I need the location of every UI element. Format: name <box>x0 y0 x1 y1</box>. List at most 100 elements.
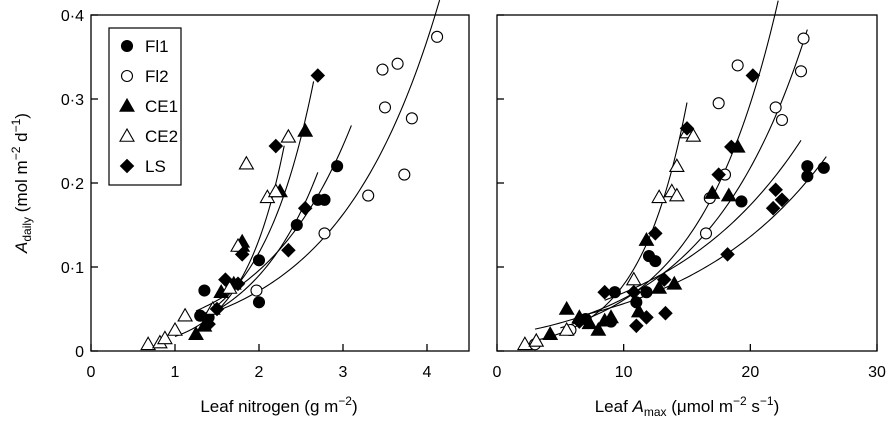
legend-marker-circle-open <box>120 69 134 83</box>
right-point-triangle-open <box>528 332 545 347</box>
right-point-triangle-filled <box>720 187 737 202</box>
right-x-ticks: 0 10 20 30 <box>493 344 886 381</box>
right-x-axis-label: Leaf Amax (μmol m−2 s−1) <box>595 394 780 419</box>
legend-marker-triangle-filled <box>119 97 135 112</box>
right-point-diamond-filled <box>656 272 672 287</box>
left-point-triangle-filled <box>188 326 204 341</box>
left-fit-curve-triangle-filled <box>195 81 315 321</box>
legend: Fl1 Fl2 CE1 CE2 LS <box>108 27 182 186</box>
right-point-diamond-filled <box>765 200 781 216</box>
left-point-triangle-open <box>238 155 255 170</box>
right-point-triangle-open <box>516 336 533 351</box>
left-points <box>140 30 444 351</box>
left-y-tick-label: 0·2 <box>61 176 84 193</box>
left-x-tick-label: 4 <box>423 364 432 381</box>
left-x-tick-label: 0 <box>87 364 96 381</box>
left-fit-curve-circle-filled <box>195 125 352 312</box>
right-point-triangle-filled <box>603 309 619 324</box>
left-y-tick-label: 0 <box>75 344 84 361</box>
legend-label-fl2: Fl2 <box>145 67 169 86</box>
right-point-diamond-filled <box>774 192 790 208</box>
legend-markers <box>119 39 135 174</box>
right-y-ticks <box>497 14 504 352</box>
left-x-tick-label: 1 <box>171 364 180 381</box>
legend-label-fl1: Fl1 <box>145 37 169 56</box>
right-point-circle-filled <box>649 255 662 268</box>
right-x-tick-label: 0 <box>493 364 502 381</box>
left-point-circle-filled <box>331 160 344 173</box>
left-point-circle-filled <box>290 218 303 232</box>
right-point-triangle-filled <box>704 184 721 199</box>
right-point-circle-open <box>775 113 789 127</box>
right-point-triangle-filled <box>651 279 668 294</box>
right-point-diamond-filled <box>626 284 642 300</box>
right-fit-curve-diamond-filled <box>604 140 802 301</box>
left-point-circle-open <box>398 168 411 181</box>
left-x-tick-label: 2 <box>255 364 264 381</box>
left-point-diamond-filled <box>201 316 216 332</box>
right-point-diamond-filled <box>745 68 761 83</box>
right-point-triangle-filled <box>666 275 683 290</box>
right-point-circle-open <box>712 97 725 110</box>
left-point-circle-open <box>405 112 418 125</box>
right-point-diamond-filled <box>648 226 663 241</box>
left-y-tick-label: 0·1 <box>61 260 84 277</box>
left-point-diamond-filled <box>268 138 284 154</box>
right-point-triangle-open <box>651 189 668 204</box>
left-point-circle-open <box>362 189 375 202</box>
right-point-triangle-filled <box>542 326 559 341</box>
right-point-triangle-open <box>558 321 575 336</box>
right-point-diamond-filled <box>720 247 735 262</box>
left-point-circle-filled <box>198 284 211 297</box>
left-point-circle-open <box>376 63 389 76</box>
right-point-triangle-open <box>668 187 685 202</box>
right-plot-frame <box>496 14 878 352</box>
left-point-diamond-filled <box>281 242 296 258</box>
right-point-circle-open <box>731 59 744 72</box>
left-point-circle-open <box>250 284 263 297</box>
left-y-tick-label: 0·3 <box>61 92 84 109</box>
right-point-diamond-filled <box>629 318 644 334</box>
left-point-triangle-filled <box>297 122 314 137</box>
right-point-triangle-open <box>668 158 685 172</box>
right-x-tick-label: 20 <box>741 364 759 381</box>
left-point-circle-open <box>318 227 331 240</box>
left-point-triangle-open <box>267 183 284 198</box>
left-point-triangle-open <box>280 128 297 143</box>
left-point-circle-filled <box>252 296 266 309</box>
left-panel: 0 0·1 0·2 0·3 0·4 0 1 2 3 4 Fl1 Fl2 CE1 CE2 LS A… <box>9 0 470 416</box>
right-point-triangle-open <box>625 271 642 286</box>
right-point-triangle-filled <box>638 232 655 246</box>
right-fit-curve-circle-filled <box>579 156 827 317</box>
right-point-triangle-filled <box>558 300 575 315</box>
left-fit-curve-triangle-open <box>174 145 285 338</box>
legend-label-ce2: CE2 <box>145 127 178 146</box>
left-point-triangle-open <box>140 336 157 351</box>
right-point-circle-open <box>699 227 713 240</box>
left-point-circle-open <box>391 57 404 70</box>
legend-box <box>108 27 182 186</box>
right-point-diamond-filled <box>724 139 739 155</box>
right-x-tick-label: 10 <box>615 364 633 381</box>
right-points <box>516 32 830 351</box>
right-point-circle-open <box>797 32 810 45</box>
right-point-triangle-filled <box>630 303 647 318</box>
right-panel: 0 10 20 30 Leaf Amax (μmol m−2 s−1) <box>493 0 886 419</box>
right-point-diamond-filled <box>572 314 587 329</box>
right-fit-curve-triangle-filled <box>560 0 779 329</box>
left-point-circle-open <box>378 101 392 114</box>
left-fit-curve-circle-open <box>216 0 441 312</box>
left-point-diamond-filled <box>218 272 233 287</box>
right-point-circle-filled <box>735 195 748 208</box>
left-point-diamond-filled <box>297 200 313 216</box>
legend-label-ls: LS <box>145 157 166 176</box>
left-point-triangle-open <box>177 307 194 322</box>
right-point-circle-filled <box>801 170 814 183</box>
right-point-diamond-filled <box>658 305 673 321</box>
right-point-circle-open <box>769 101 782 114</box>
right-point-triangle-filled <box>581 315 598 330</box>
left-point-circle-open <box>431 30 444 43</box>
left-point-circle-filled <box>252 254 266 267</box>
left-point-diamond-filled <box>230 276 246 292</box>
